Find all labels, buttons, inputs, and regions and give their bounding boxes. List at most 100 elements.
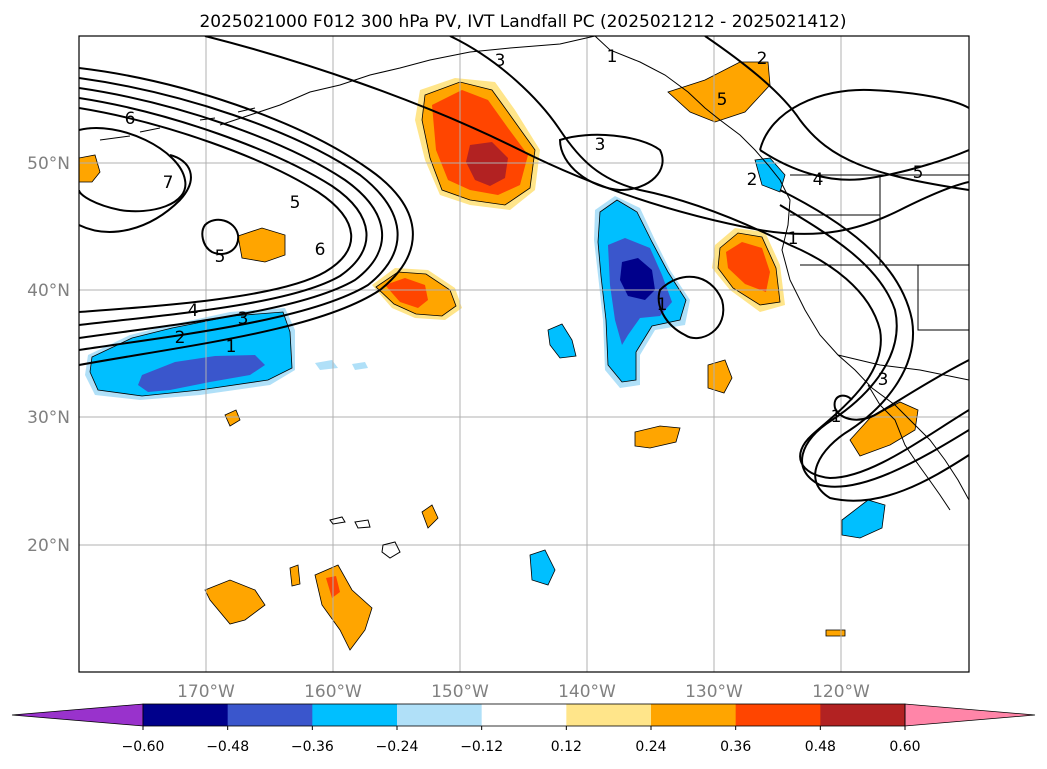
colorbar-segment [651,704,737,726]
contour-line-2 [79,77,399,351]
anomaly-small-pos-4 [204,579,266,625]
border-states [790,175,969,331]
y-tick-label: 20°N [27,536,70,556]
x-tick-label: 130°W [685,682,743,702]
anomaly-small-pos-7 [289,564,301,587]
contour-label: 5 [215,247,226,267]
colorbar: −0.60 −0.48 −0.36 −0.24 −0.12 0.12 0.24 0.36 0.4… [11,703,1036,755]
contour-line-6 [79,127,187,213]
contour-label: 4 [813,170,824,190]
contour-label: 6 [125,109,136,129]
border-us-mexico [837,354,969,381]
contour-label: 3 [238,309,249,329]
pv-contours [79,36,969,502]
y-tick-label: 30°N [27,408,70,428]
colorbar-extend-high [904,703,1036,727]
contour-line-3 [79,87,383,339]
contour-label: 1 [788,229,799,249]
map-frame [78,35,970,673]
contour-label: 2 [747,170,758,190]
contour-line-5 [79,107,353,313]
colorbar-tick-label: −0.24 [376,739,419,755]
x-axis: 170°W 160°W 150°W 140°W 130°W 120°W [177,682,870,702]
colorbar-segment [820,704,906,726]
colorbar-tick-label: −0.48 [206,739,249,755]
anomaly-167w-44n [237,227,286,263]
anomaly-oregon-offshore-red [726,242,770,292]
anomaly-small-pos-2 [634,425,681,449]
contour-label: 5 [717,90,728,110]
coastline-aleutians [99,107,256,141]
colorbar-segment [397,704,483,726]
colorbar-extend-low [11,703,144,727]
colorbar-segment [143,704,229,726]
x-tick-label: 160°W [304,682,362,702]
x-tick-label: 140°W [558,682,616,702]
contour-line-13 [789,244,969,480]
colorbar-tick-label: −0.36 [291,739,334,755]
contour-label: 6 [315,240,326,260]
colorbar-tick-label: 0.48 [805,739,836,755]
anomaly-gulf-alaska-dark [466,142,508,186]
anomaly-small-pos-8 [421,504,439,529]
contour-line-8 [201,218,240,255]
colorbar-tick-label: 0.24 [635,739,666,755]
contour-label: 3 [595,135,606,155]
contour-label: 1 [607,47,618,67]
coastlines [99,36,969,559]
coastline-baja [867,384,951,511]
pv-anomaly-shading [79,61,919,651]
contour-line-10 [449,36,791,246]
chart-title: 2025021000 F012 300 hPa PV, IVT Landfall… [199,12,846,32]
anomaly-small-pos-9 [825,629,846,637]
contour-line-1 [79,67,414,366]
y-tick-label: 50°N [27,154,70,174]
colorbar-segment [566,704,652,726]
coastline-hawaii [329,516,401,559]
contour-label: 3 [878,370,889,390]
contour-label: 1 [226,337,237,357]
contour-labels: 6 7 5 5 6 4 3 2 1 3 3 1 2 2 4 1 5 1 5 3 … [125,47,924,427]
colorbar-segment [227,704,313,726]
contour-label: 5 [290,193,301,213]
colorbar-tick-label: 0.60 [889,739,920,755]
contour-label: 1 [831,407,842,427]
contour-line-16 [657,275,725,340]
coastline-alaska [219,36,596,126]
anomaly-small-neg-1 [547,323,577,359]
colorbar-tick-label: 0.12 [551,739,582,755]
anomaly-left-edge [79,154,101,183]
contour-line-9 [204,36,969,235]
contour-label: 2 [175,328,186,348]
contour-label: 7 [163,173,174,193]
contour-line-15 [779,189,969,502]
colorbar-segment [735,704,821,726]
contour-line-18 [759,88,969,151]
anomaly-small-neg-5 [315,360,338,370]
contour-label: 3 [495,51,506,71]
contour-line-7 [79,154,192,233]
anomaly-subtropical-band-mid [138,355,265,392]
contour-label: 5 [913,163,924,183]
anomaly-small-neg-2 [529,549,556,586]
contour-line-19 [759,149,969,181]
contour-line-17 [833,359,969,421]
contour-line-11 [558,133,664,192]
contour-label: 1 [657,295,668,315]
colorbar-segment [481,704,567,726]
contour-label: 2 [757,49,768,69]
y-tick-label: 40°N [27,281,70,301]
contour-label: 4 [188,301,199,321]
colorbar-tick-label: −0.12 [460,739,503,755]
grid-lines [79,36,969,672]
x-tick-label: 150°W [431,682,489,702]
contour-line-14 [779,204,969,488]
colorbar-frame [142,703,906,727]
coastline-north-america [594,36,969,501]
colorbar-tick-label: −0.60 [122,739,165,755]
colorbar-segment [312,704,398,726]
colorbar-tick-label: 0.36 [720,739,751,755]
anomaly-40n-155w-red [385,278,428,308]
anomaly-small-neg-6 [352,362,368,370]
